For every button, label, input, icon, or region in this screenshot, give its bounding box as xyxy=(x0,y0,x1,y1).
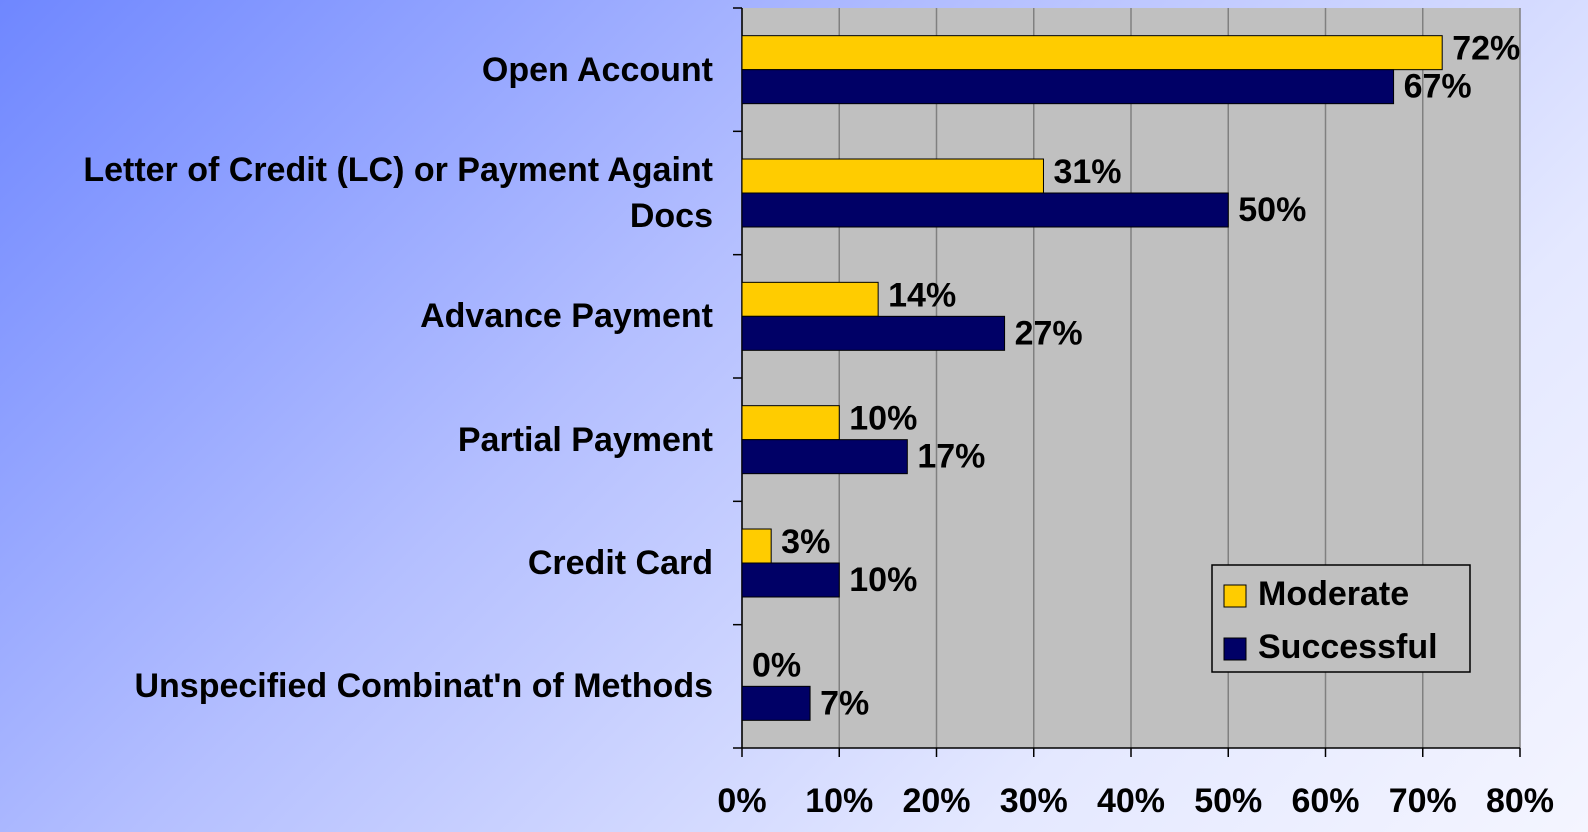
x-tick-label: 20% xyxy=(902,782,970,820)
value-label: 10% xyxy=(849,400,917,438)
value-label: 14% xyxy=(888,276,956,314)
legend-label: Moderate xyxy=(1258,575,1409,613)
y-tick-label: Credit Card xyxy=(527,544,713,582)
bar xyxy=(741,439,908,475)
y-tick-label: Unspecified Combinat'n of Methods xyxy=(134,667,713,706)
bar xyxy=(741,281,879,317)
value-label: 27% xyxy=(1015,314,1083,352)
bar xyxy=(741,685,811,721)
bar xyxy=(741,405,840,441)
y-tick-label: Partial Payment xyxy=(457,420,713,459)
x-tick-label: 60% xyxy=(1291,782,1359,820)
y-tick-label: Open Account xyxy=(481,50,713,89)
value-label: 3% xyxy=(781,523,830,561)
y-tick-label: Advance Payment xyxy=(420,297,713,336)
x-tick-label: 70% xyxy=(1389,782,1457,820)
x-tick-label: 30% xyxy=(1000,782,1068,820)
bar xyxy=(741,562,840,598)
value-label: 10% xyxy=(849,561,917,599)
legend xyxy=(1211,564,1471,673)
value-label: 7% xyxy=(820,684,869,722)
bar xyxy=(741,158,1044,194)
x-tick-label: 50% xyxy=(1194,782,1262,820)
legend-swatch xyxy=(1223,637,1247,661)
legend-swatch xyxy=(1223,584,1247,608)
value-label: 0% xyxy=(752,646,801,684)
value-label: 67% xyxy=(1404,68,1472,106)
x-tick-label: 80% xyxy=(1486,782,1554,820)
bar xyxy=(741,528,772,564)
value-label: 72% xyxy=(1452,30,1520,68)
y-tick-label: Letter of Credit (LC) or Payment Againt … xyxy=(83,151,713,235)
value-label: 17% xyxy=(917,438,985,476)
bar xyxy=(741,35,1443,71)
x-tick-label: 0% xyxy=(717,782,766,820)
legend-label: Successful xyxy=(1258,628,1438,666)
value-label: 31% xyxy=(1053,153,1121,191)
bar xyxy=(741,192,1229,228)
value-label: 50% xyxy=(1238,191,1306,229)
bar xyxy=(741,315,1006,351)
x-tick-label: 10% xyxy=(805,782,873,820)
bar xyxy=(741,69,1395,105)
x-tick-label: 40% xyxy=(1097,782,1165,820)
